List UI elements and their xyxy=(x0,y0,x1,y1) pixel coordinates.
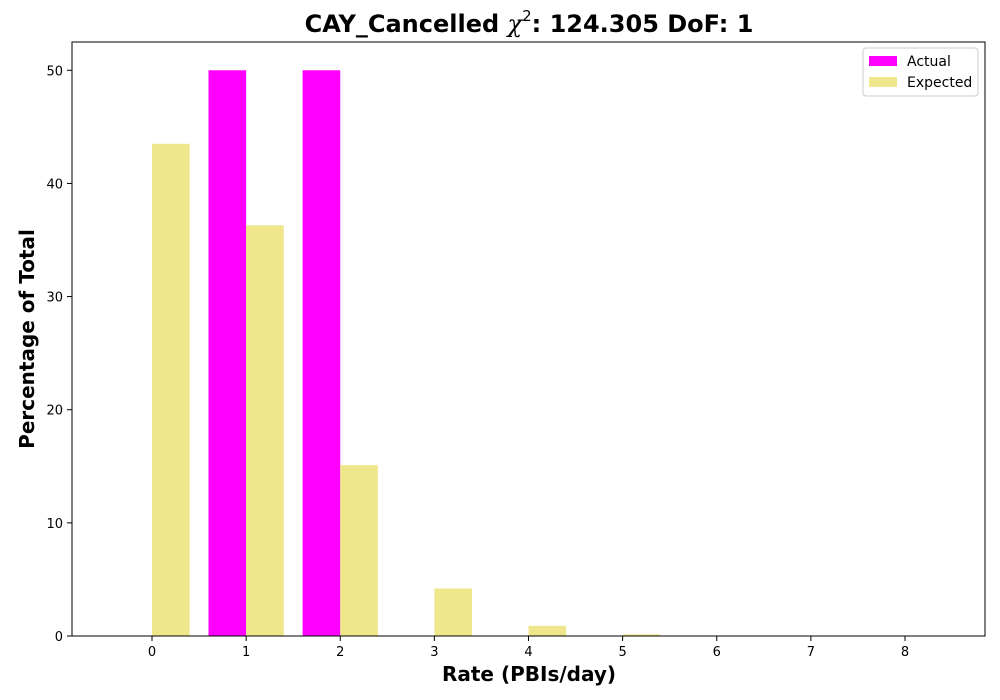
x-tick-label: 0 xyxy=(148,645,156,660)
bar-expected-4 xyxy=(528,625,567,636)
x-tick-label: 1 xyxy=(242,645,250,660)
legend-label-expected: Expected xyxy=(907,75,972,91)
x-tick-label: 3 xyxy=(430,645,438,660)
x-tick-label: 4 xyxy=(524,645,532,660)
y-axis-label: Percentage of Total xyxy=(15,229,39,449)
bar-expected-3 xyxy=(434,588,473,636)
y-tick-label: 20 xyxy=(46,404,63,419)
chart-title-chi: χ xyxy=(506,10,524,38)
bar-expected-0 xyxy=(152,143,190,637)
y-tick-label: 30 xyxy=(46,291,63,306)
y-tick-label: 0 xyxy=(55,630,63,645)
chart-title-prefix: CAY_Cancelled xyxy=(305,10,508,38)
legend-swatch-actual xyxy=(869,56,897,66)
y-tick-label: 10 xyxy=(46,517,63,532)
chart-title: CAY_Cancelled χ2: 124.305 DoF: 1 xyxy=(305,7,754,38)
x-tick-label: 7 xyxy=(807,645,815,660)
legend-swatch-expected xyxy=(869,77,897,87)
bar-expected-1 xyxy=(246,225,284,636)
chart-title-suffix: : 124.305 DoF: 1 xyxy=(532,10,754,38)
legend-label-actual: Actual xyxy=(907,54,951,70)
x-tick-label: 5 xyxy=(618,645,626,660)
x-tick-label: 2 xyxy=(336,645,344,660)
bars-group xyxy=(152,70,755,637)
y-tick-label: 40 xyxy=(46,177,63,192)
x-ticks: 0 1 2 3 4 5 6 7 8 xyxy=(148,636,909,660)
y-ticks: 0 10 20 30 40 50 xyxy=(46,64,72,645)
bar-expected-2 xyxy=(340,465,378,636)
chart-title-sup: 2 xyxy=(522,7,532,25)
bar-actual-1 xyxy=(208,70,247,637)
bar-actual-2 xyxy=(302,70,341,637)
bar-expected-5 xyxy=(622,634,661,636)
plot-frame xyxy=(71,41,986,637)
y-tick-label: 50 xyxy=(46,64,63,79)
legend: Actual Expected xyxy=(862,47,979,97)
x-tick-label: 6 xyxy=(713,645,721,660)
x-axis-label: Rate (PBIs/day) xyxy=(442,662,616,686)
x-tick-label: 8 xyxy=(901,645,909,660)
